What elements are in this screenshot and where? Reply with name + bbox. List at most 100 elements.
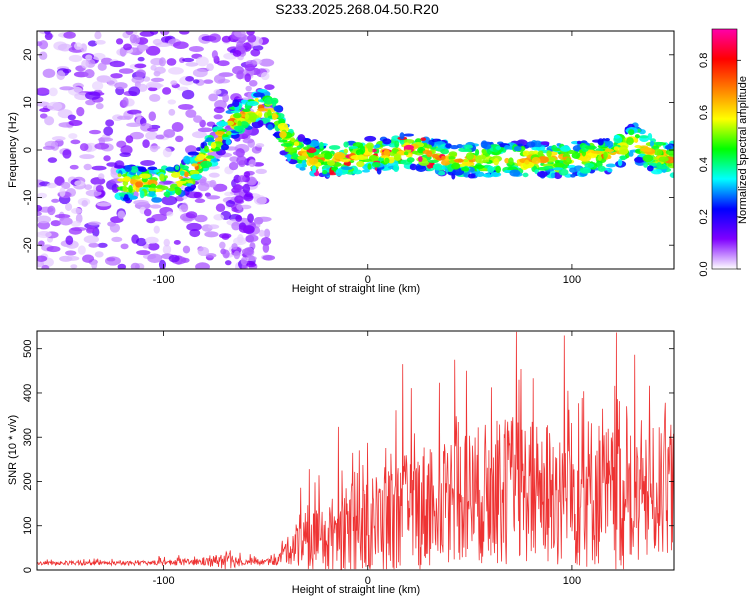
noise-blob <box>54 213 71 219</box>
ridge-blob <box>585 145 597 150</box>
ridge-blob <box>286 153 291 162</box>
spectrogram-y-tick-label: 20 <box>22 49 34 61</box>
ridge-blob <box>463 148 473 153</box>
noise-blob <box>135 113 142 118</box>
noise-blob <box>97 62 107 71</box>
noise-blob <box>182 57 195 63</box>
ridge-blob <box>522 150 531 157</box>
ridge-blob <box>122 180 129 186</box>
ridge-blob <box>576 140 582 145</box>
ridge-blob <box>422 150 432 155</box>
ridge-blob <box>299 167 306 171</box>
noise-blob <box>137 83 148 92</box>
ridge-blob <box>190 173 203 180</box>
noise-blob <box>149 94 161 102</box>
ridge-blob <box>196 147 201 152</box>
ridge-blob <box>117 173 122 178</box>
noise-blob <box>213 106 225 114</box>
ridge-blob <box>147 166 158 171</box>
noise-blob <box>231 221 241 231</box>
noise-blob <box>145 236 159 244</box>
ridge-blob <box>374 143 381 149</box>
noise-blob <box>206 195 221 200</box>
ridge-blob <box>667 162 673 167</box>
noise-blob <box>95 39 106 45</box>
noise-blob <box>153 225 160 234</box>
noise-blob <box>47 157 58 163</box>
ridge-blob <box>618 146 629 155</box>
ridge-blob <box>393 153 402 161</box>
noise-blob <box>263 228 271 238</box>
noise-blob <box>192 79 200 84</box>
ridge-blob <box>364 135 377 142</box>
ridge-blob <box>403 151 409 156</box>
ridge-blob <box>607 154 612 160</box>
noise-blob <box>74 180 85 187</box>
ridge-blob <box>448 151 458 157</box>
ridge-blob <box>580 169 591 174</box>
noise-blob <box>238 175 246 183</box>
noise-blob <box>208 172 220 178</box>
noise-blob <box>87 221 101 226</box>
noise-blob <box>242 183 251 194</box>
snr-x-tick-label: -100 <box>153 575 175 587</box>
noise-blob <box>166 58 177 66</box>
ridge-blob <box>435 141 446 145</box>
noise-blob <box>77 245 86 255</box>
noise-blob <box>59 86 74 91</box>
noise-blob <box>185 62 199 67</box>
noise-blob <box>136 250 151 256</box>
noise-blob <box>155 134 165 140</box>
ridge-blob <box>279 131 287 139</box>
noise-blob <box>143 208 152 217</box>
ridge-blob <box>605 163 617 168</box>
spectrogram-x-label: Height of straight line (km) <box>292 283 420 295</box>
noise-blob <box>168 67 184 75</box>
noise-blob <box>147 253 163 264</box>
ridge-blob <box>292 147 301 151</box>
noise-blob <box>245 255 257 262</box>
ridge-blob <box>409 163 417 171</box>
noise-blob <box>206 121 216 127</box>
noise-blob <box>139 31 155 37</box>
noise-blob <box>233 237 247 246</box>
snr-y-label: SNR (10 * v/v) <box>7 415 19 485</box>
noise-blob <box>259 58 275 67</box>
ridge-blob <box>190 184 197 189</box>
snr-y-tick-label: 0 <box>22 567 34 573</box>
ridge-blob <box>276 112 285 119</box>
noise-blob <box>95 102 104 110</box>
noise-blob <box>68 227 83 235</box>
noise-blob <box>163 238 170 247</box>
noise-blob <box>163 128 176 138</box>
ridge-blob <box>130 166 139 173</box>
ridge-blob <box>297 155 307 161</box>
ridge-blob <box>509 169 521 177</box>
noise-blob <box>208 33 221 43</box>
noise-blob <box>180 202 189 213</box>
noise-blob <box>105 119 115 127</box>
noise-blob <box>217 60 230 67</box>
noise-blob <box>262 243 270 253</box>
noise-blob <box>128 86 141 97</box>
ridge-blob <box>560 145 571 152</box>
noise-blob <box>245 85 252 92</box>
ridge-blob <box>206 137 214 141</box>
ridge-blob <box>124 194 129 200</box>
colorbar-gradient <box>711 28 738 270</box>
ridge-blob <box>384 157 390 164</box>
noise-blob <box>262 254 276 261</box>
ridge-blob <box>481 149 487 154</box>
noise-blob <box>94 142 110 150</box>
noise-blob <box>120 145 133 155</box>
noise-blob <box>256 216 272 222</box>
ridge-blob <box>153 169 160 173</box>
ridge-blob <box>273 105 283 112</box>
noise-blob <box>37 205 43 212</box>
ridge-blob <box>399 132 405 140</box>
ridge-blob <box>604 138 610 142</box>
spectrogram-frame <box>36 30 675 270</box>
ridge-blob <box>280 142 293 147</box>
colorbar: 0.0 0.2 0.4 0.6 0.8 Normalized spectral ampl… <box>698 28 749 277</box>
